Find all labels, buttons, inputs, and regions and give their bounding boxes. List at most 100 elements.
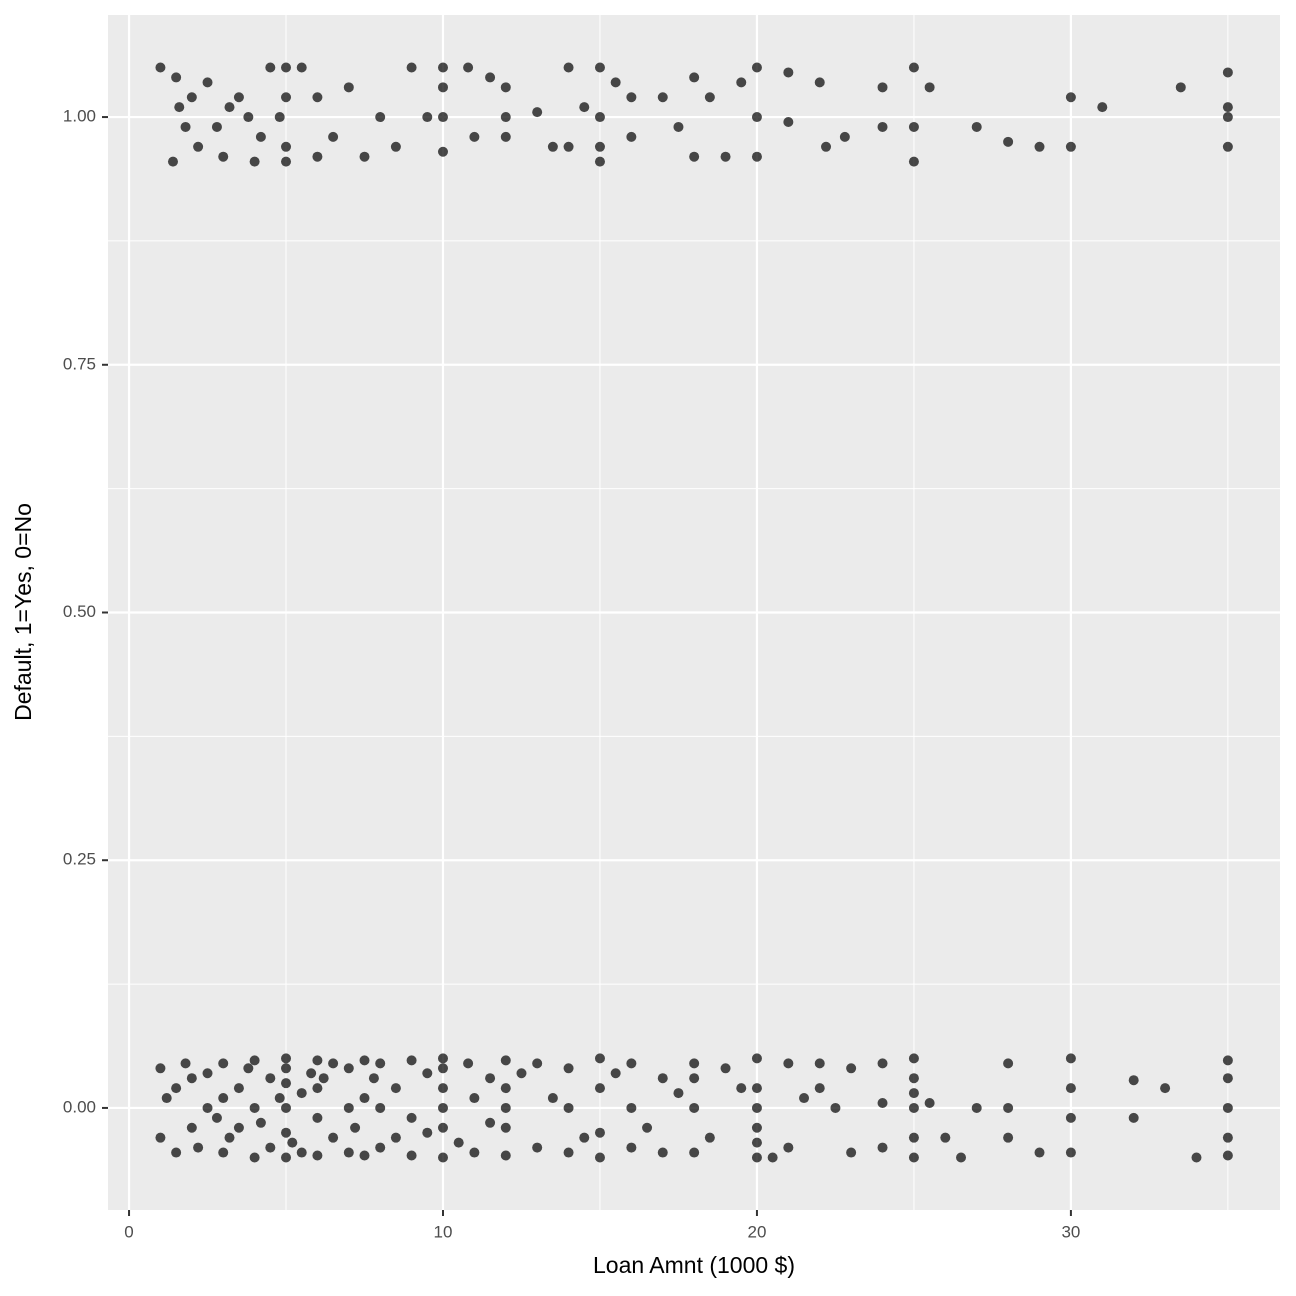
point xyxy=(1128,1112,1139,1123)
point xyxy=(500,82,511,93)
point xyxy=(799,1093,810,1104)
point xyxy=(249,156,260,167)
point xyxy=(563,1102,574,1113)
point xyxy=(180,121,191,132)
point xyxy=(1222,1150,1233,1161)
point xyxy=(281,141,292,152)
point xyxy=(908,1088,919,1099)
point xyxy=(767,1152,778,1163)
point xyxy=(281,1127,292,1138)
point xyxy=(579,1132,590,1143)
point xyxy=(594,62,605,73)
point xyxy=(1065,141,1076,152)
point xyxy=(626,92,637,103)
point xyxy=(406,1150,417,1161)
point xyxy=(563,141,574,152)
point xyxy=(626,1058,637,1069)
x-tick-label: 0 xyxy=(124,1222,133,1241)
point xyxy=(846,1147,857,1158)
point xyxy=(390,1132,401,1143)
point xyxy=(265,1142,276,1153)
point xyxy=(720,151,731,162)
point xyxy=(328,131,339,142)
point xyxy=(594,156,605,167)
point xyxy=(1222,1073,1233,1084)
point xyxy=(689,151,700,162)
point xyxy=(877,1058,888,1069)
point xyxy=(1160,1083,1171,1094)
point xyxy=(736,77,747,88)
point xyxy=(437,1053,448,1064)
point xyxy=(218,1093,229,1104)
point xyxy=(908,156,919,167)
point xyxy=(751,1137,762,1148)
point xyxy=(783,1058,794,1069)
point xyxy=(437,1122,448,1133)
point xyxy=(1065,1053,1076,1064)
point xyxy=(1222,141,1233,152)
point xyxy=(783,117,794,128)
point xyxy=(312,1150,323,1161)
point xyxy=(350,1122,361,1133)
point xyxy=(971,1102,982,1113)
point xyxy=(328,1132,339,1143)
point xyxy=(218,1147,229,1158)
point xyxy=(375,1058,386,1069)
point xyxy=(186,92,197,103)
point xyxy=(343,1063,354,1074)
point xyxy=(1222,1132,1233,1143)
grid xyxy=(108,15,1280,1210)
point xyxy=(626,1142,637,1153)
point xyxy=(908,1073,919,1084)
point xyxy=(532,1058,543,1069)
point xyxy=(547,1093,558,1104)
point xyxy=(846,1063,857,1074)
point xyxy=(343,1102,354,1113)
y-axis-title: Default, 1=Yes, 0=No xyxy=(10,503,36,721)
point xyxy=(924,1097,935,1108)
point xyxy=(296,1147,307,1158)
point xyxy=(437,82,448,93)
point xyxy=(218,151,229,162)
point xyxy=(422,1068,433,1079)
point xyxy=(563,1147,574,1158)
point xyxy=(485,1073,496,1084)
point xyxy=(610,1068,621,1079)
point xyxy=(940,1132,951,1143)
point xyxy=(751,151,762,162)
point xyxy=(877,121,888,132)
point xyxy=(751,1102,762,1113)
point xyxy=(155,1063,166,1074)
point xyxy=(469,1093,480,1104)
point xyxy=(359,1150,370,1161)
point xyxy=(218,1058,229,1069)
point xyxy=(186,1073,197,1084)
point xyxy=(704,1132,715,1143)
point xyxy=(186,1122,197,1133)
point xyxy=(312,1083,323,1094)
point xyxy=(877,1142,888,1153)
point xyxy=(1003,1058,1014,1069)
point xyxy=(406,62,417,73)
point xyxy=(224,102,235,113)
point xyxy=(642,1122,653,1133)
y-tick-label: 0.00 xyxy=(63,1097,96,1116)
point xyxy=(359,1055,370,1066)
point xyxy=(1222,102,1233,113)
point xyxy=(908,62,919,73)
y-tick-label: 0.25 xyxy=(63,850,96,869)
point xyxy=(877,82,888,93)
point xyxy=(375,1102,386,1113)
point xyxy=(343,1147,354,1158)
point xyxy=(751,62,762,73)
point xyxy=(956,1152,967,1163)
point xyxy=(594,1053,605,1064)
point xyxy=(193,1142,204,1153)
point xyxy=(532,1142,543,1153)
point xyxy=(1222,67,1233,78)
point xyxy=(783,67,794,78)
point xyxy=(908,1053,919,1064)
point xyxy=(155,62,166,73)
point xyxy=(908,121,919,132)
